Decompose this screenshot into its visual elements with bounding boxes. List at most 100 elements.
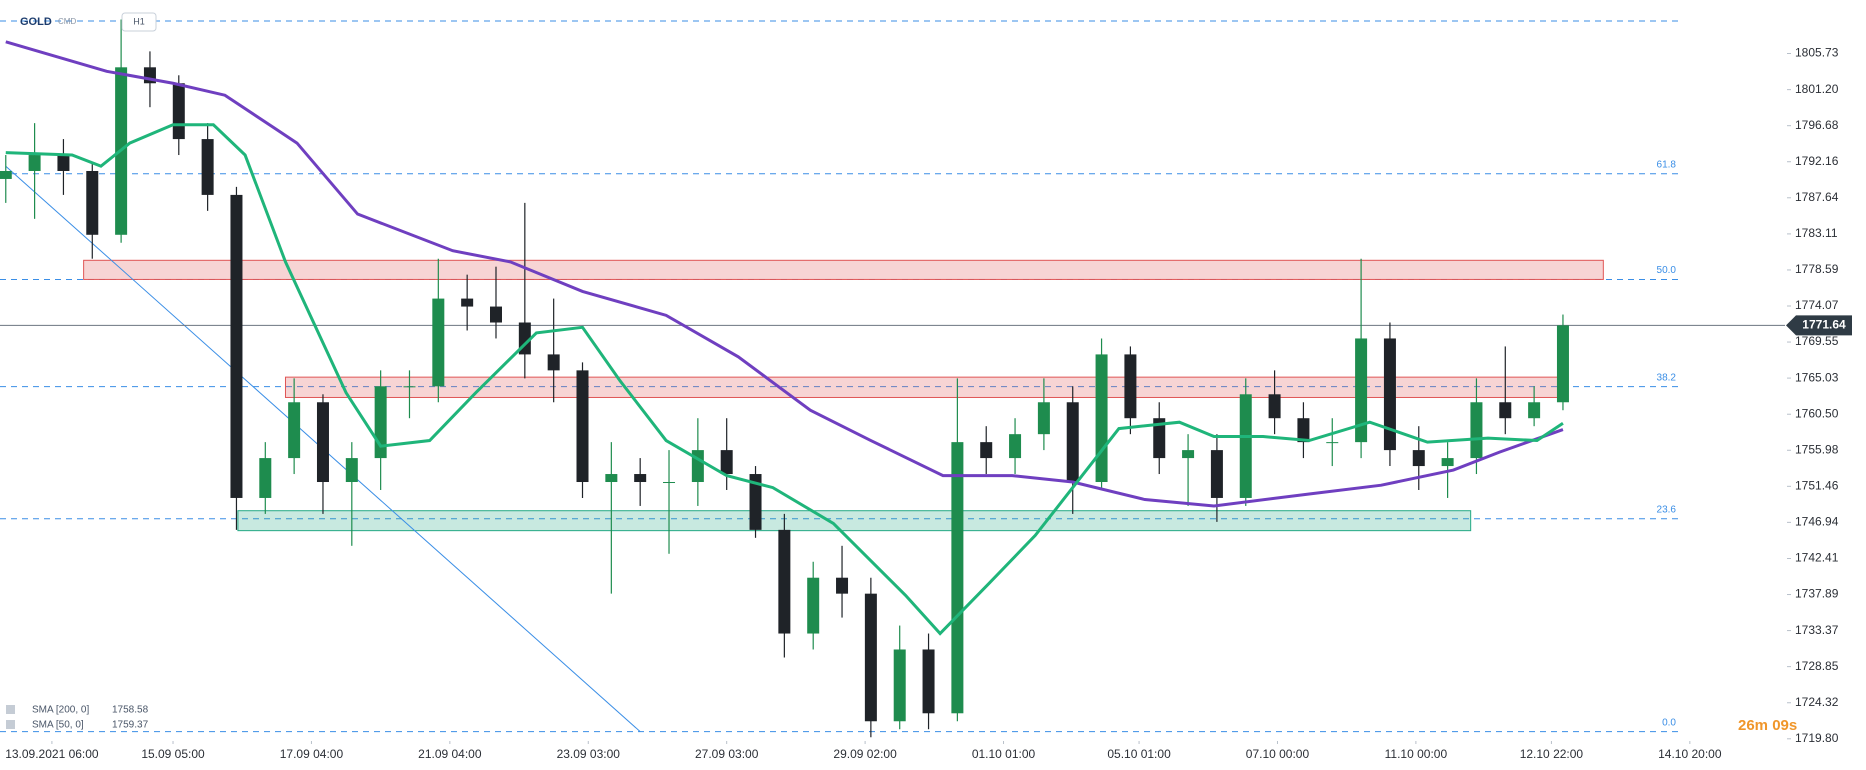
symbol: GOLD — [20, 16, 52, 28]
y-tick-label: 1774.07 — [1795, 298, 1839, 312]
zone — [237, 510, 1472, 532]
candle-body — [403, 386, 416, 388]
y-tick-label: 1765.03 — [1795, 370, 1839, 384]
candle-body — [663, 482, 676, 484]
y-tick-label: 1724.32 — [1795, 695, 1839, 709]
candle-body — [1297, 418, 1310, 443]
y-tick-label: 1801.20 — [1795, 82, 1839, 96]
x-tick-label: 01.10 01:00 — [972, 747, 1036, 761]
plot: 1805.73 1801.20 1796.68 1792.16 1787.64 1783.… — [0, 19, 1839, 761]
legend-icon — [6, 705, 15, 714]
candle-body — [1383, 338, 1396, 451]
candle-body — [807, 577, 820, 634]
candle-body — [893, 649, 906, 722]
y-tick-label: 1792.16 — [1795, 154, 1839, 168]
y-tick-label: 1755.98 — [1795, 442, 1839, 456]
candle-body — [778, 529, 791, 634]
candle-body — [1268, 394, 1281, 419]
x-tick-label: 17.09 04:00 — [280, 747, 344, 761]
candle-body — [1528, 402, 1541, 419]
candle-body — [172, 83, 185, 140]
legend-name: SMA [50, 0] — [32, 720, 84, 731]
candle-body — [432, 298, 445, 387]
x-tick-label: 05.10 01:00 — [1107, 747, 1171, 761]
candle-body — [259, 458, 272, 498]
candle-body — [980, 442, 993, 459]
x-tick-label: 27.09 03:00 — [695, 747, 759, 761]
x-tick-label: 14.10 20:00 — [1658, 747, 1722, 761]
y-tick-label: 1737.89 — [1795, 587, 1839, 601]
candle-body — [720, 450, 733, 475]
y-tick-label: 1769.55 — [1795, 334, 1839, 348]
x-tick-label: 12.10 22:00 — [1520, 747, 1584, 761]
last-price-label: 1771.64 — [1802, 318, 1846, 332]
legend-icon — [6, 720, 15, 729]
x-tick-label: 15.09 05:00 — [141, 747, 205, 761]
legend-value: 1758.58 — [112, 705, 149, 716]
y-tick-label: 1746.94 — [1795, 515, 1839, 529]
candle-body — [1095, 354, 1108, 483]
zone — [284, 376, 1561, 398]
last-price-box — [1786, 315, 1852, 336]
candle-body — [1037, 402, 1050, 435]
candle-body — [230, 194, 243, 498]
candle-body — [1239, 394, 1252, 498]
fib-label: 38.2 — [1657, 372, 1677, 383]
y-tick-label: 1805.73 — [1795, 46, 1839, 60]
candle-body — [1182, 450, 1195, 459]
countdown: 26m 09s — [1738, 717, 1797, 734]
candle-body — [864, 593, 877, 722]
candle-body — [1210, 450, 1223, 498]
candle-body — [547, 354, 560, 371]
y-tick-label: 1719.80 — [1795, 731, 1839, 745]
candle-body — [1066, 402, 1079, 483]
timeframe[interactable]: H1 — [133, 16, 145, 26]
candle-body — [0, 170, 12, 179]
x-tick-label: 07.10 00:00 — [1246, 747, 1310, 761]
legend-name: SMA [200, 0] — [32, 705, 89, 716]
x-tick-label: 13.09.2021 06:00 — [5, 747, 99, 761]
candle-body — [201, 139, 214, 195]
candle-body — [836, 577, 849, 594]
candle-body — [605, 474, 618, 483]
candle-body — [288, 402, 301, 459]
y-tick-label: 1796.68 — [1795, 118, 1839, 132]
candle-body — [1412, 450, 1425, 467]
candle-body — [1556, 325, 1569, 403]
candle-body — [461, 298, 474, 307]
y-tick-label: 1783.11 — [1795, 226, 1838, 240]
y-tick-label: 1728.85 — [1795, 659, 1839, 673]
x-tick-label: 11.10 00:00 — [1385, 747, 1448, 761]
candle-body — [634, 474, 647, 483]
x-tick-label: 23.09 03:00 — [557, 747, 621, 761]
y-tick-label: 1742.41 — [1795, 551, 1839, 565]
market: CMD — [58, 17, 76, 26]
candle-body — [57, 155, 70, 171]
candle-body — [86, 170, 99, 235]
fib-label: 23.6 — [1657, 504, 1677, 515]
y-tick-label: 1733.37 — [1795, 623, 1839, 637]
fib-label: 0.0 — [1662, 717, 1676, 728]
candle-body — [922, 649, 935, 714]
candle-body — [576, 370, 589, 483]
y-tick-label: 1778.59 — [1795, 262, 1839, 276]
y-tick-label: 1760.50 — [1795, 406, 1839, 420]
zone — [83, 259, 1604, 280]
candle-body — [1326, 442, 1339, 444]
legend-value: 1759.37 — [112, 720, 149, 731]
x-tick-label: 29.09 02:00 — [833, 747, 897, 761]
timeframe-box[interactable] — [121, 12, 157, 32]
candle-body — [1153, 418, 1166, 459]
x-tick-label: 21.09 04:00 — [418, 747, 482, 761]
candle-body — [316, 402, 329, 483]
candle-body — [749, 474, 762, 530]
y-tick-label: 1751.46 — [1795, 478, 1839, 492]
y-tick-label: 1787.64 — [1795, 190, 1839, 204]
fib-label: 61.8 — [1657, 159, 1677, 170]
candle-body — [345, 458, 358, 483]
candle-body — [28, 155, 41, 171]
candle-body — [1441, 458, 1454, 467]
fib-label: 50.0 — [1657, 265, 1677, 276]
